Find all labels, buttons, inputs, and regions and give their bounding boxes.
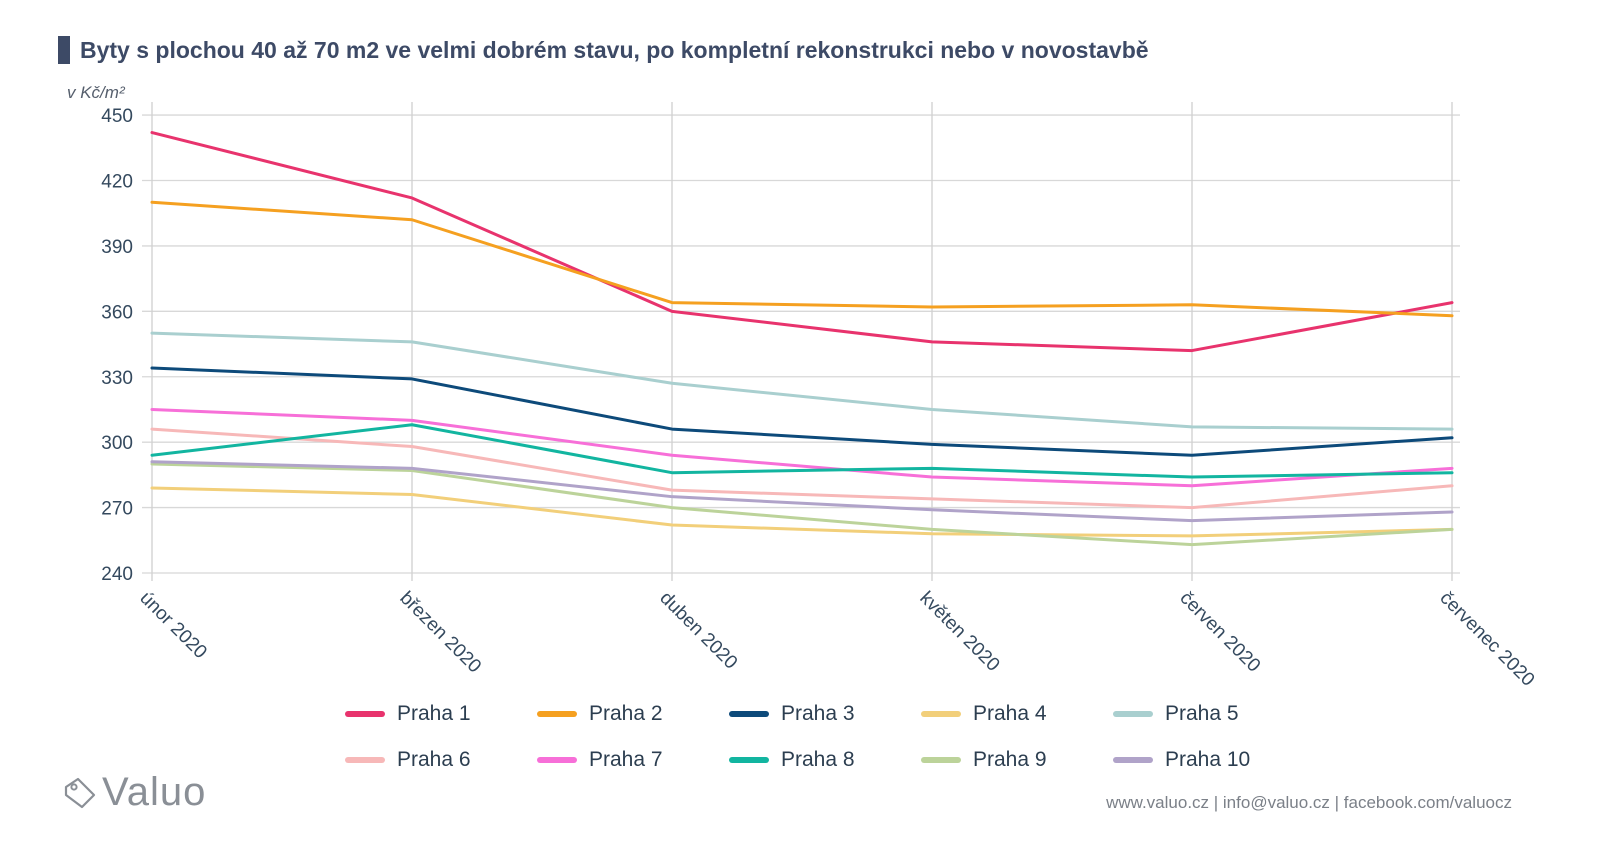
legend-swatch	[1113, 757, 1153, 763]
legend-item[interactable]: Praha 4	[921, 700, 1113, 728]
legend-item[interactable]: Praha 5	[1113, 700, 1305, 728]
x-tick-label: duben 2020	[655, 588, 741, 674]
y-tick-label: 240	[101, 564, 133, 585]
y-tick-label: 360	[101, 302, 133, 323]
legend-label: Praha 5	[1165, 702, 1239, 725]
legend-swatch	[729, 757, 769, 763]
series-line	[150, 460, 1454, 523]
chart-title-wrap: Byty s plochou 40 až 70 m2 ve velmi dobr…	[58, 36, 1149, 64]
legend-swatch	[537, 757, 577, 763]
series-line	[150, 427, 1454, 510]
legend-item[interactable]: Praha 8	[729, 746, 921, 774]
legend-item[interactable]: Praha 1	[345, 700, 537, 728]
legend-item[interactable]: Praha 3	[729, 700, 921, 728]
legend-label: Praha 4	[973, 702, 1047, 725]
legend-label: Praha 7	[589, 748, 663, 771]
x-axis-ticks: únor 2020 březen 2020 duben 2020 květen 202…	[135, 588, 1538, 691]
x-tick-label: únor 2020	[135, 588, 210, 663]
y-tick-label: 450	[101, 106, 133, 127]
legend-item[interactable]: Praha 6	[345, 746, 537, 774]
price-tag-icon	[64, 777, 96, 808]
logo-text: Valuo	[102, 770, 207, 814]
series-line	[150, 331, 1454, 431]
series-line	[150, 462, 1454, 547]
y-tick-label: 330	[101, 368, 133, 389]
legend-swatch	[345, 757, 385, 763]
legend-label: Praha 9	[973, 748, 1047, 771]
x-tick-label: březen 2020	[395, 588, 485, 678]
grid-lines	[142, 102, 1460, 581]
legend-item[interactable]: Praha 2	[537, 700, 729, 728]
title-accent-bar	[58, 36, 70, 64]
legend-label: Praha 3	[781, 702, 855, 725]
series-line	[150, 486, 1454, 538]
chart-title: Byty s plochou 40 až 70 m2 ve velmi dobr…	[80, 36, 1149, 63]
legend-label: Praha 10	[1165, 748, 1251, 771]
legend-swatch	[345, 711, 385, 717]
legend-swatch	[921, 711, 961, 717]
y-tick-label: 420	[101, 172, 133, 193]
series-line	[150, 407, 1454, 488]
x-tick-label: červenec 2020	[1435, 588, 1538, 691]
legend-swatch	[921, 757, 961, 763]
series-line	[150, 131, 1454, 353]
legend-swatch	[1113, 711, 1153, 717]
y-tick-label: 270	[101, 499, 133, 520]
footer-links: www.valuo.cz | info@valuo.cz | facebook.…	[1106, 793, 1512, 812]
line-chart: 240 270 300 330 360 390 420 450 únor 2020 březen…	[101, 102, 1538, 691]
legend-item[interactable]: Praha 7	[537, 746, 729, 774]
legend-item[interactable]: Praha 10	[1113, 746, 1305, 774]
legend-label: Praha 8	[781, 748, 855, 771]
legend-swatch	[729, 711, 769, 717]
series-line	[150, 423, 1454, 479]
legend-label: Praha 6	[397, 748, 471, 771]
y-axis-unit-label: v Kč/m²	[67, 83, 125, 102]
x-tick-label: květen 2020	[915, 588, 1003, 676]
chart-legend: Praha 1 Praha 2 Praha 3 Praha 4 Praha 5 Praha…	[345, 700, 1305, 774]
y-tick-label: 300	[101, 433, 133, 454]
series-lines	[150, 131, 1454, 547]
valuo-logo: Valuo	[60, 770, 206, 815]
y-axis-ticks: 240 270 300 330 360 390 420 450	[101, 106, 133, 585]
x-tick-label: červen 2020	[1175, 588, 1264, 677]
series-line	[150, 366, 1454, 457]
legend-item[interactable]: Praha 9	[921, 746, 1113, 774]
series-line	[150, 200, 1454, 318]
legend-label: Praha 2	[589, 702, 663, 725]
y-tick-label: 390	[101, 237, 133, 258]
legend-swatch	[537, 711, 577, 717]
legend-label: Praha 1	[397, 702, 471, 725]
